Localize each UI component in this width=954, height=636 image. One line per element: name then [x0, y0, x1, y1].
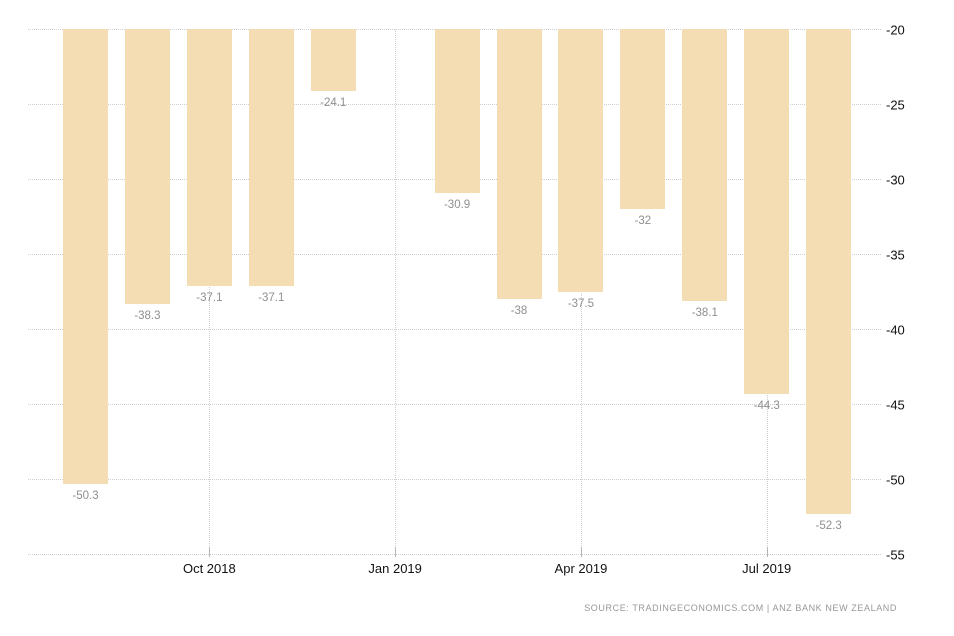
- bar-value-label: -38.1: [691, 306, 718, 319]
- y-axis-tick-label: -50: [886, 472, 905, 488]
- gridline-vertical: [209, 29, 211, 554]
- bar: [434, 29, 480, 193]
- y-axis-tick-label: -35: [886, 247, 905, 263]
- bar-value-label: -37.1: [196, 291, 223, 304]
- x-axis-tick-label: Oct 2018: [182, 561, 236, 576]
- x-axis-tick-mark: [766, 547, 768, 557]
- y-axis-tick-label: -30: [886, 172, 905, 188]
- bar: [744, 29, 790, 394]
- bar: [124, 29, 170, 304]
- gridline-vertical: [395, 29, 397, 554]
- y-axis-tick-label: -55: [886, 547, 905, 563]
- bar: [682, 29, 728, 301]
- bar: [620, 29, 666, 209]
- bar-value-label: -32: [634, 215, 652, 227]
- bar-value-label: -30.9: [443, 198, 471, 211]
- bar-value-label: -37.5: [567, 297, 595, 310]
- bar-value-label: -38: [510, 305, 528, 317]
- x-axis-tick-label: Jan 2019: [368, 561, 422, 576]
- y-axis-tick-label: -20: [886, 22, 905, 38]
- bar: [186, 29, 232, 286]
- bar: [558, 29, 604, 292]
- y-axis-tick-label: -25: [886, 97, 905, 113]
- gridline-horizontal: [28, 404, 881, 405]
- x-axis-tick-mark: [580, 547, 582, 557]
- x-axis-tick-label: Jul 2019: [742, 561, 792, 576]
- y-axis-tick-label: -45: [886, 397, 905, 413]
- bar: [63, 29, 108, 484]
- bar-value-label: -52.3: [815, 519, 842, 532]
- bar-value-label: -50.3: [72, 489, 99, 502]
- gridline-horizontal: [28, 329, 881, 330]
- source-attribution: SOURCE: TRADINGECONOMICS.COM | ANZ BANK …: [584, 603, 897, 613]
- bar-value-label: -24.1: [320, 96, 347, 109]
- bar: [310, 29, 356, 91]
- bar: [496, 29, 542, 299]
- x-axis-tick-label: Apr 2019: [554, 561, 608, 576]
- bar-value-label: -37.1: [258, 291, 285, 304]
- gridline-vertical: [580, 29, 582, 554]
- x-axis-tick-mark: [209, 547, 211, 557]
- gridline-horizontal: [28, 479, 881, 480]
- gridline-horizontal: [28, 254, 881, 255]
- gridline-horizontal: [28, 554, 881, 555]
- bar-value-label: -38.3: [134, 309, 161, 322]
- x-axis-tick-mark: [395, 547, 397, 557]
- bar: [806, 29, 852, 514]
- bar-value-label: -44.3: [753, 399, 780, 412]
- bar: [248, 29, 294, 286]
- y-axis-tick-label: -40: [886, 322, 905, 338]
